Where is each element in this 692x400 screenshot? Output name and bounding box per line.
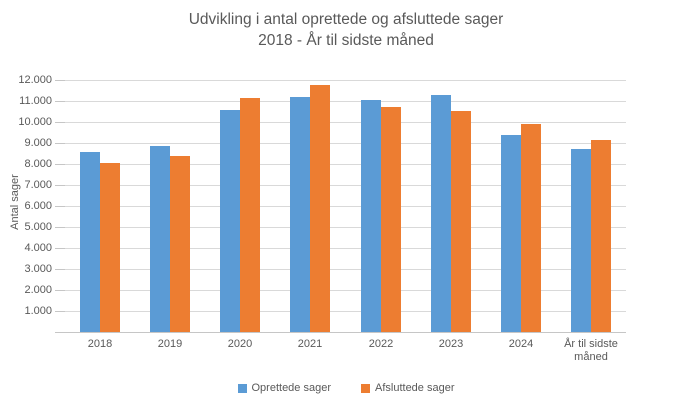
gridline [65, 142, 626, 144]
y-axis-tick-mark [55, 248, 65, 249]
gridline [65, 79, 626, 81]
bar-oprettede-sager-år-til-sidste-måned[interactable] [571, 149, 591, 332]
bar-oprettede-sager-2019[interactable] [150, 146, 170, 332]
x-axis-label-2021: 2021 [297, 338, 323, 350]
chart-title-line2: 2018 - År til sidste måned [258, 32, 434, 49]
legend-label: Afsluttede sager [375, 382, 455, 394]
legend-item-oprettede-sager[interactable]: Oprettede sager [237, 382, 332, 394]
bar-oprettede-sager-2022[interactable] [361, 100, 381, 332]
chart-title-line1: Udvikling i antal oprettede og afslutted… [188, 11, 504, 28]
plot-area [65, 79, 626, 332]
bar-afsluttede-sager-2023[interactable] [451, 111, 471, 332]
y-axis-tick-mark [55, 101, 65, 102]
x-axis-label-2018: 2018 [87, 338, 113, 350]
y-axis-tick-mark [55, 80, 65, 81]
legend: Oprettede sager Afsluttede sager [0, 382, 692, 394]
legend-swatch [237, 383, 247, 393]
bar-oprettede-sager-2018[interactable] [80, 152, 100, 332]
y-axis-tick-mark [55, 185, 65, 186]
legend-item-afsluttede-sager[interactable]: Afsluttede sager [361, 382, 455, 394]
y-axis-tick-label: 6.000 [24, 200, 52, 212]
bar-afsluttede-sager-2019[interactable] [170, 156, 190, 332]
y-axis-tick-mark [55, 311, 65, 312]
y-axis-tick-mark [55, 143, 65, 144]
x-axis-label-2023: 2023 [438, 338, 464, 350]
y-axis-tick-label: 2.000 [24, 284, 52, 296]
bar-afsluttede-sager-2018[interactable] [100, 163, 120, 332]
y-axis-tick-mark [55, 227, 65, 228]
gridline [65, 163, 626, 165]
gridline [65, 100, 626, 102]
legend-label: Oprettede sager [251, 382, 332, 394]
y-axis-tick-label: 10.000 [18, 116, 52, 128]
y-axis-tick-label: 11.000 [19, 95, 52, 107]
y-axis-tick-label: 3.000 [24, 263, 52, 275]
bar-afsluttede-sager-2022[interactable] [381, 107, 401, 332]
bar-oprettede-sager-2024[interactable] [501, 135, 521, 332]
bar-afsluttede-sager-2021[interactable] [310, 85, 330, 332]
y-axis-tick-label: 9.000 [24, 137, 52, 149]
gridline [65, 289, 626, 291]
bar-oprettede-sager-2020[interactable] [220, 110, 240, 332]
bar-oprettede-sager-2021[interactable] [290, 97, 310, 332]
y-axis-tick-label: 7.000 [24, 179, 52, 191]
y-axis-tick-mark [55, 206, 65, 207]
x-axis-label-2022: 2022 [368, 338, 394, 350]
x-axis-label-år-til-sidste-måned: År til sidste måned [564, 338, 618, 363]
bar-oprettede-sager-2023[interactable] [431, 95, 451, 332]
y-axis-tick-mark [55, 269, 65, 270]
y-axis-tick-mark [55, 164, 65, 165]
y-axis-tick-label: 4.000 [24, 242, 52, 254]
gridline [65, 268, 626, 270]
chart-title: Udvikling i antal oprettede og afslutted… [0, 9, 692, 51]
bar-afsluttede-sager-2020[interactable] [240, 98, 260, 332]
x-axis-label-2020: 2020 [227, 338, 253, 350]
bar-afsluttede-sager-år-til-sidste-måned[interactable] [591, 140, 611, 332]
y-axis-tick-label: 12.000 [18, 74, 52, 86]
gridline [65, 226, 626, 228]
y-axis-tick-label: 1.000 [24, 305, 52, 317]
gridline [65, 121, 626, 123]
y-axis-tick-mark [55, 290, 65, 291]
x-axis-line [65, 332, 626, 333]
y-axis-tick-mark [55, 122, 65, 123]
legend-swatch [361, 383, 370, 393]
y-axis-tick-label: 5.000 [24, 221, 52, 233]
gridline [65, 184, 626, 186]
y-axis-tick-mark [55, 332, 65, 333]
x-axis-label-2024: 2024 [508, 338, 534, 350]
gridline [65, 205, 626, 207]
gridline [65, 247, 626, 249]
x-axis-label-2019: 2019 [157, 338, 183, 350]
y-axis-tick-label: 8.000 [24, 158, 52, 170]
gridline [65, 310, 626, 312]
bar-afsluttede-sager-2024[interactable] [521, 124, 541, 332]
